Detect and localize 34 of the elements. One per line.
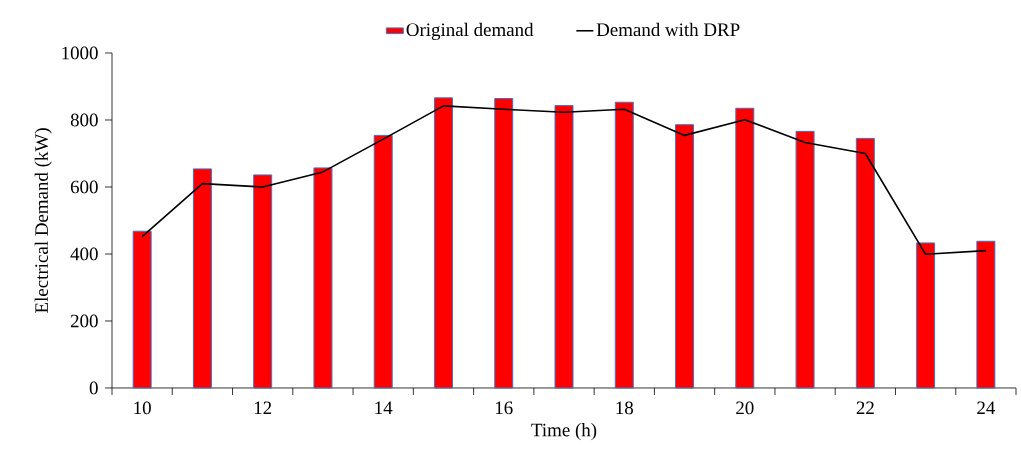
bar <box>373 134 393 389</box>
bar <box>192 168 212 389</box>
bar <box>735 107 755 389</box>
bar <box>313 167 333 389</box>
y-tick-label: 600 <box>70 180 98 194</box>
legend-label: Original demand <box>406 22 534 40</box>
line-series <box>141 105 987 256</box>
x-tick-label: 20 <box>736 401 754 415</box>
bar <box>253 174 273 389</box>
x-tick-label: 24 <box>977 401 996 415</box>
x-tick-label: 12 <box>254 401 272 415</box>
y-tick-label: 1000 <box>62 46 98 60</box>
bar <box>916 242 936 389</box>
x-axis-title: Time (h) <box>531 423 597 441</box>
bar <box>132 230 152 389</box>
bar <box>795 130 815 389</box>
x-tick-label: 18 <box>616 401 634 415</box>
bar <box>976 240 996 389</box>
bar <box>855 137 875 389</box>
legend-label: Demand with DRP <box>596 22 740 37</box>
x-tick-label: 14 <box>375 401 393 414</box>
bar <box>433 97 453 389</box>
y-tick-label: 800 <box>70 113 98 127</box>
y-tick-label: 200 <box>70 314 98 328</box>
x-tick-label: 16 <box>495 401 513 415</box>
bar <box>494 98 514 389</box>
x-tick-label: 22 <box>856 401 874 415</box>
y-tick-label: 400 <box>70 247 98 261</box>
bar <box>675 124 695 389</box>
y-tick-label: 0 <box>89 381 98 395</box>
x-tick-label: 10 <box>134 401 151 415</box>
y-axis-title: Electrical Demand (kW) <box>34 128 52 313</box>
bar <box>554 105 574 389</box>
bar <box>614 101 634 389</box>
